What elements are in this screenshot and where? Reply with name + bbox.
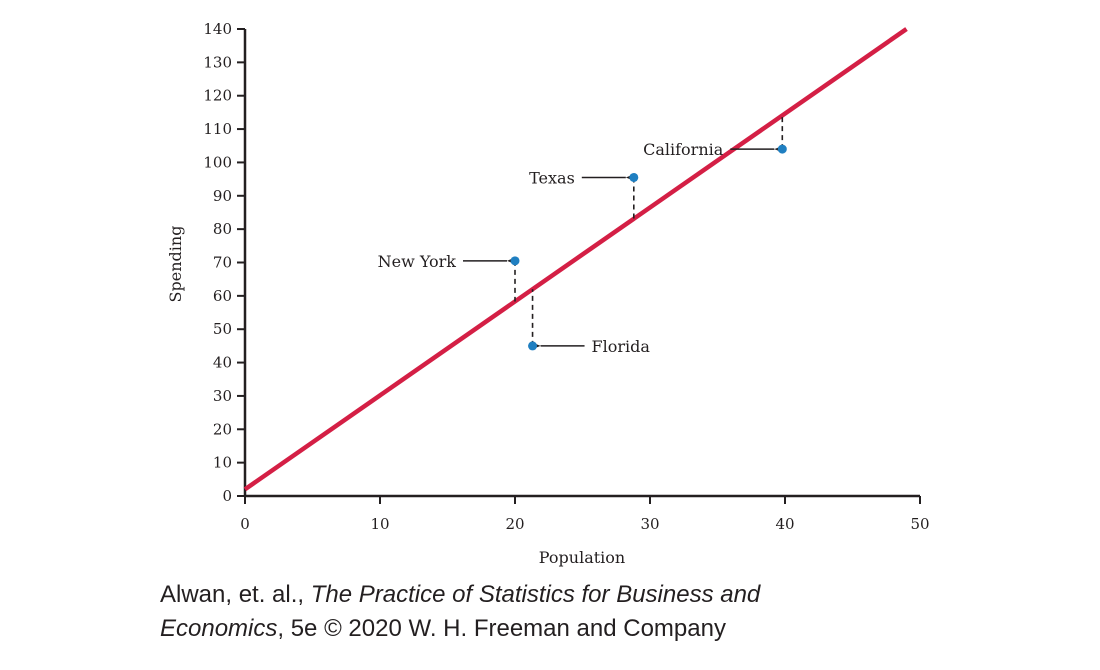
data-points (510, 144, 787, 351)
data-point (510, 256, 520, 266)
point-label: California (643, 140, 724, 159)
y-tick-label: 140 (203, 20, 232, 38)
data-point (528, 341, 538, 351)
x-tick-label: 50 (910, 515, 929, 533)
credit-line-1: Alwan, et. al., The Practice of Statisti… (160, 578, 760, 612)
y-tick-label: 60 (213, 287, 232, 305)
residual-lines (514, 115, 784, 346)
x-tick-label: 40 (775, 515, 794, 533)
y-tick-label: 50 (213, 320, 232, 338)
point-label: New York (378, 252, 457, 271)
y-tick-label: 10 (213, 454, 232, 472)
y-axis-title: Spending (166, 226, 185, 303)
y-tick-label: 120 (203, 87, 232, 105)
regression-line-group (243, 27, 908, 492)
point-label: Florida (592, 337, 651, 356)
credit-book-title-part1: The Practice of Statistics for Business … (310, 581, 761, 608)
x-axis-title: Population (539, 548, 625, 567)
data-point (629, 172, 639, 182)
y-tick-label: 0 (222, 487, 232, 505)
credit-line-2: Economics, 5e © 2020 W. H. Freeman and C… (160, 612, 760, 646)
credit-edition-publisher: , 5e © 2020 W. H. Freeman and Company (277, 615, 726, 642)
y-tick-label: 90 (213, 187, 232, 205)
y-tick-label: 130 (203, 53, 232, 71)
y-tick-label: 40 (213, 354, 232, 372)
axes: 0 10 20 30 40 50 60 70 80 90 100 110 120 130 140 0 10 20 3… (203, 20, 929, 533)
annotations: New York Texas California Florida (378, 140, 785, 356)
source-credit: Alwan, et. al., The Practice of Statisti… (160, 578, 760, 646)
y-tick-label: 110 (203, 120, 232, 138)
data-point (777, 144, 787, 154)
y-tick-label: 80 (213, 220, 232, 238)
x-tick-label: 30 (640, 515, 659, 533)
credit-book-title-part2: Economics (160, 615, 278, 642)
point-label: Texas (529, 168, 575, 187)
x-tick-label: 10 (370, 515, 389, 533)
regression-line (243, 27, 908, 492)
credit-authors: Alwan, et. al., (160, 581, 311, 608)
y-tick-label: 30 (213, 387, 232, 405)
y-tick-label: 20 (213, 420, 232, 438)
y-tick-label: 70 (213, 254, 232, 272)
y-tick-label: 100 (203, 153, 232, 171)
x-tick-label: 0 (240, 515, 250, 533)
x-tick-label: 20 (505, 515, 524, 533)
